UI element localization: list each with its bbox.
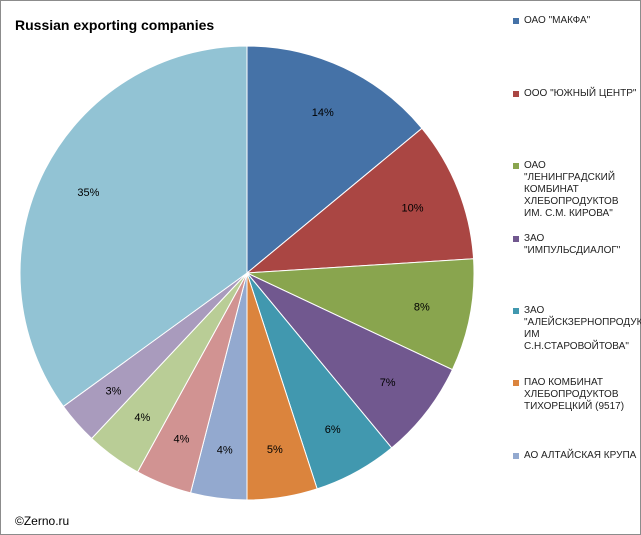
legend-swatch (513, 236, 519, 242)
legend-item: ЗАО "ИМПУЛЬСДИАЛОГ" (513, 233, 638, 257)
slice-data-label: 5% (267, 444, 283, 456)
slice-data-label: 35% (77, 187, 99, 199)
slice-data-label: 8% (414, 301, 430, 313)
watermark: ©Zerno.ru (15, 514, 70, 528)
legend-label: ЗАО "ИМПУЛЬСДИАЛОГ" (524, 233, 621, 256)
legend-swatch (513, 308, 519, 314)
pie-slice (245, 127, 475, 274)
legend-swatch (513, 18, 519, 24)
slice-data-label: 4% (174, 434, 190, 446)
legend-label: АО АЛТАЙСКАЯ КРУПА (524, 450, 637, 461)
chart-title: Russian exporting companies (15, 17, 215, 33)
slice-data-label: 4% (134, 412, 150, 424)
legend-label: ПАО КОМБИНАТ ХЛЕБОПРОДУКТОВ ТИХОРЕЦКИЙ (… (524, 377, 625, 412)
legend-item: ОАО "ЛЕНИНГРАДСКИЙ КОМБИНАТ ХЛЕБОПРОДУКТ… (513, 160, 638, 220)
legend-item: АО АЛТАЙСКАЯ КРУПА (513, 450, 638, 462)
slice-data-label: 6% (325, 424, 341, 436)
legend-item: ОАО "МАКФА" (513, 15, 638, 27)
legend-label: ОАО "ЛЕНИНГРАДСКИЙ КОМБИНАТ ХЛЕБОПРОДУКТ… (524, 160, 619, 219)
slice-data-label: 3% (106, 386, 122, 398)
legend-item: ООО "ЮЖНЫЙ ЦЕНТР" (513, 88, 638, 100)
legend-swatch (513, 380, 519, 386)
pie-slice (246, 45, 423, 275)
legend: ОАО "МАКФА" ООО "ЮЖНЫЙ ЦЕНТР" ОАО "ЛЕНИНГР… (513, 15, 641, 475)
pie-slice (19, 45, 248, 408)
legend-item: ЗАО "АЛЕЙСКЗЕРНОПРОДУКТ ИМ С.Н.СТАРОВОЙТ… (513, 305, 641, 353)
legend-swatch (513, 163, 519, 169)
legend-label: ЗАО "АЛЕЙСКЗЕРНОПРОДУКТ ИМ С.Н.СТАРОВОЙТ… (524, 305, 641, 352)
legend-swatch (513, 453, 519, 459)
slice-data-label: 14% (312, 107, 334, 119)
pie-chart: 14% 10% 8% 7% 6% 5% 4% 4% 4% 3% 35% (19, 45, 475, 501)
slice-data-label: 7% (380, 377, 396, 389)
pie-slice (246, 258, 475, 371)
legend-label: ОАО "МАКФА" (524, 15, 591, 26)
slice-data-label: 10% (401, 202, 423, 214)
legend-swatch (513, 91, 519, 97)
legend-item: ПАО КОМБИНАТ ХЛЕБОПРОДУКТОВ ТИХОРЕЦКИЙ (… (513, 377, 638, 413)
legend-label: ООО "ЮЖНЫЙ ЦЕНТР" (524, 88, 637, 99)
slice-data-label: 4% (217, 445, 233, 457)
